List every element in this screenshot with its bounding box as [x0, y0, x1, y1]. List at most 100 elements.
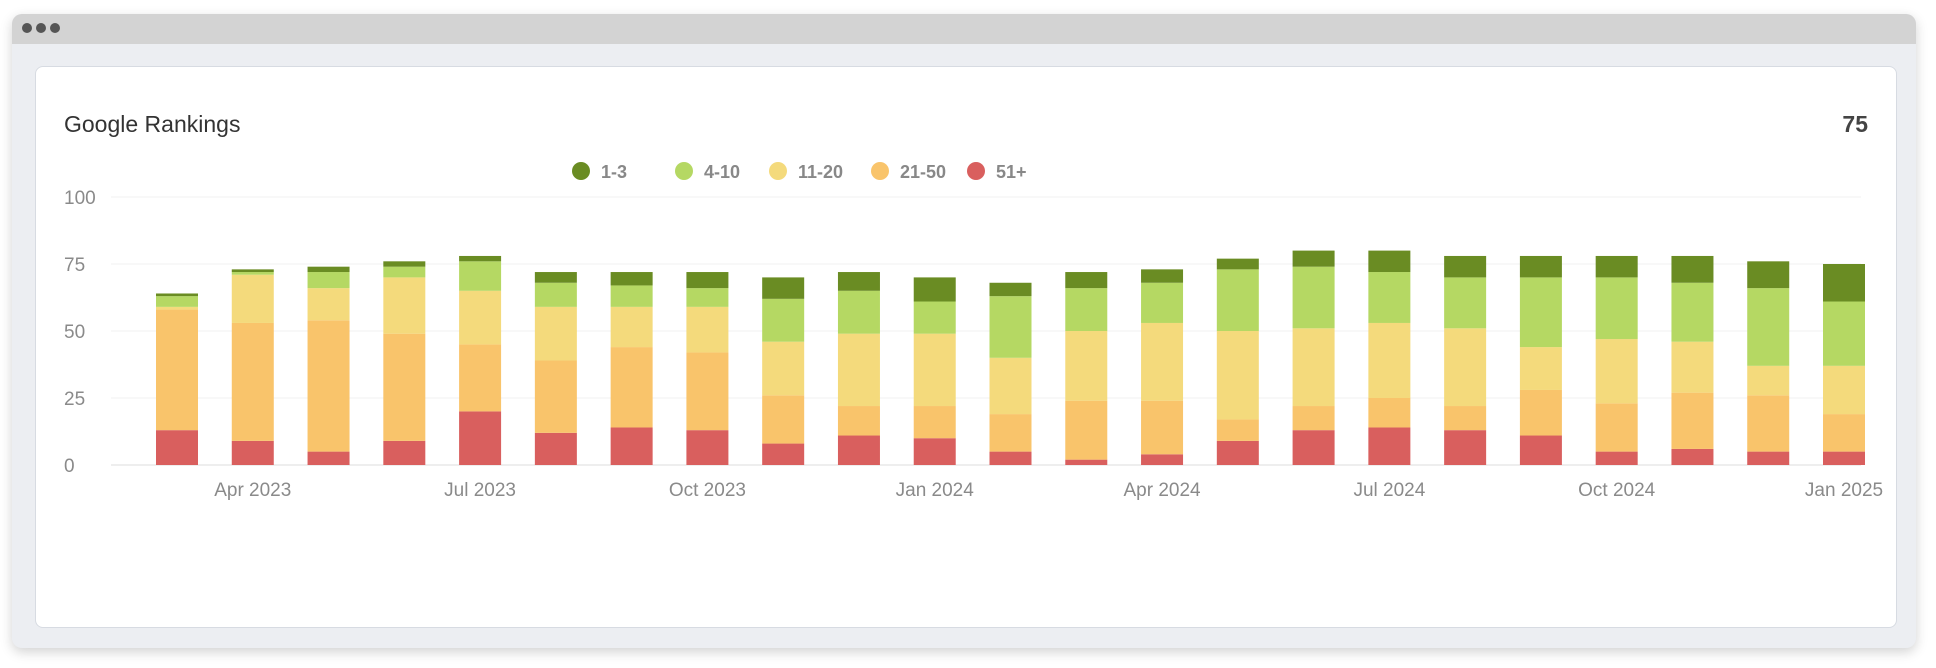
bar-segment[interactable]	[1141, 454, 1184, 465]
bar-segment[interactable]	[1595, 403, 1638, 452]
bar-segment[interactable]	[1141, 400, 1184, 455]
bar-segment[interactable]	[231, 440, 274, 465]
bar-segment[interactable]	[1747, 451, 1790, 465]
bar-segment[interactable]	[1519, 347, 1562, 390]
bar-segment[interactable]	[459, 411, 502, 465]
bar-segment[interactable]	[1216, 269, 1259, 331]
bar-segment[interactable]	[1368, 427, 1411, 465]
legend-item[interactable]: 51+	[967, 162, 1027, 182]
bar-segment[interactable]	[1595, 277, 1638, 340]
bar-segment[interactable]	[383, 440, 426, 465]
bar-segment[interactable]	[1368, 398, 1411, 428]
bar-segment[interactable]	[837, 333, 880, 407]
bar-segment[interactable]	[459, 261, 502, 291]
legend-item[interactable]: 21-50	[871, 162, 946, 182]
bar-segment[interactable]	[383, 266, 426, 278]
bar-segment[interactable]	[1216, 258, 1259, 270]
bar-segment[interactable]	[610, 306, 653, 348]
bar-segment[interactable]	[1444, 406, 1487, 431]
bar-segment[interactable]	[534, 282, 577, 307]
bar-segment[interactable]	[762, 341, 805, 396]
bar-segment[interactable]	[231, 272, 274, 275]
bar-segment[interactable]	[1141, 322, 1184, 401]
bar-segment[interactable]	[231, 274, 274, 323]
bar-segment[interactable]	[686, 306, 729, 353]
bar-segment[interactable]	[837, 272, 880, 291]
bar-segment[interactable]	[989, 296, 1032, 358]
bar-segment[interactable]	[1444, 328, 1487, 407]
bar-segment[interactable]	[762, 443, 805, 465]
bar-segment[interactable]	[1444, 277, 1487, 329]
bar-segment[interactable]	[989, 451, 1032, 465]
bar-segment[interactable]	[307, 272, 350, 289]
bar-segment[interactable]	[1065, 272, 1108, 289]
bar-segment[interactable]	[1747, 395, 1790, 452]
bar-segment[interactable]	[837, 290, 880, 334]
legend-item[interactable]: 4-10	[675, 162, 740, 182]
bar-segment[interactable]	[1065, 400, 1108, 460]
bar-segment[interactable]	[1292, 406, 1335, 431]
bar-segment[interactable]	[913, 301, 956, 334]
bar-segment[interactable]	[837, 435, 880, 465]
bar-segment[interactable]	[1292, 430, 1335, 465]
bar-segment[interactable]	[156, 306, 198, 310]
bar-segment[interactable]	[610, 272, 653, 286]
window-dot-icon[interactable]	[50, 23, 60, 33]
bar-segment[interactable]	[762, 277, 805, 299]
bar-segment[interactable]	[156, 430, 198, 465]
bar-segment[interactable]	[459, 344, 502, 412]
bar-segment[interactable]	[1519, 389, 1562, 436]
bar-segment[interactable]	[1747, 261, 1790, 289]
bar-segment[interactable]	[1671, 255, 1714, 283]
bar-segment[interactable]	[1671, 341, 1714, 393]
bar-segment[interactable]	[989, 414, 1032, 452]
bar-segment[interactable]	[534, 306, 577, 361]
bar-segment[interactable]	[156, 309, 198, 431]
bar-segment[interactable]	[1747, 365, 1790, 396]
bar-segment[interactable]	[1292, 250, 1335, 267]
bar-segment[interactable]	[307, 288, 350, 321]
bar-segment[interactable]	[231, 269, 274, 273]
bar-segment[interactable]	[1368, 322, 1411, 398]
bar-segment[interactable]	[1292, 328, 1335, 407]
bar-segment[interactable]	[989, 357, 1032, 415]
bar-segment[interactable]	[1444, 255, 1487, 278]
bar-segment[interactable]	[913, 406, 956, 439]
bar-segment[interactable]	[913, 277, 956, 302]
bar-segment[interactable]	[686, 272, 729, 289]
bar-segment[interactable]	[1519, 255, 1562, 278]
bar-segment[interactable]	[1823, 264, 1865, 302]
bar-segment[interactable]	[1216, 440, 1259, 465]
bar-segment[interactable]	[610, 427, 653, 465]
bar-segment[interactable]	[1823, 451, 1865, 465]
bar-segment[interactable]	[686, 430, 729, 465]
bar-segment[interactable]	[156, 293, 198, 297]
bar-segment[interactable]	[1519, 435, 1562, 465]
bar-segment[interactable]	[1671, 448, 1714, 465]
bar-segment[interactable]	[231, 322, 274, 441]
bar-segment[interactable]	[1747, 288, 1790, 366]
bar-segment[interactable]	[913, 438, 956, 465]
bar-segment[interactable]	[1595, 451, 1638, 465]
legend-item[interactable]: 11-20	[769, 162, 843, 182]
bar-segment[interactable]	[1216, 331, 1259, 420]
bar-segment[interactable]	[989, 282, 1032, 297]
window-dot-icon[interactable]	[22, 23, 32, 33]
bar-segment[interactable]	[534, 360, 577, 433]
bar-segment[interactable]	[534, 432, 577, 465]
bar-segment[interactable]	[762, 395, 805, 444]
bar-segment[interactable]	[1292, 266, 1335, 329]
bar-segment[interactable]	[1065, 288, 1108, 331]
bar-segment[interactable]	[1368, 272, 1411, 323]
bar-segment[interactable]	[307, 266, 350, 273]
bar-segment[interactable]	[1595, 339, 1638, 404]
bar-segment[interactable]	[1368, 250, 1411, 273]
bar-segment[interactable]	[610, 347, 653, 428]
bar-segment[interactable]	[686, 288, 729, 307]
bar-segment[interactable]	[1671, 392, 1714, 449]
bar-segment[interactable]	[837, 406, 880, 436]
window-dot-icon[interactable]	[36, 23, 46, 33]
bar-segment[interactable]	[307, 320, 350, 452]
bar-segment[interactable]	[307, 451, 350, 465]
bar-segment[interactable]	[1444, 430, 1487, 465]
